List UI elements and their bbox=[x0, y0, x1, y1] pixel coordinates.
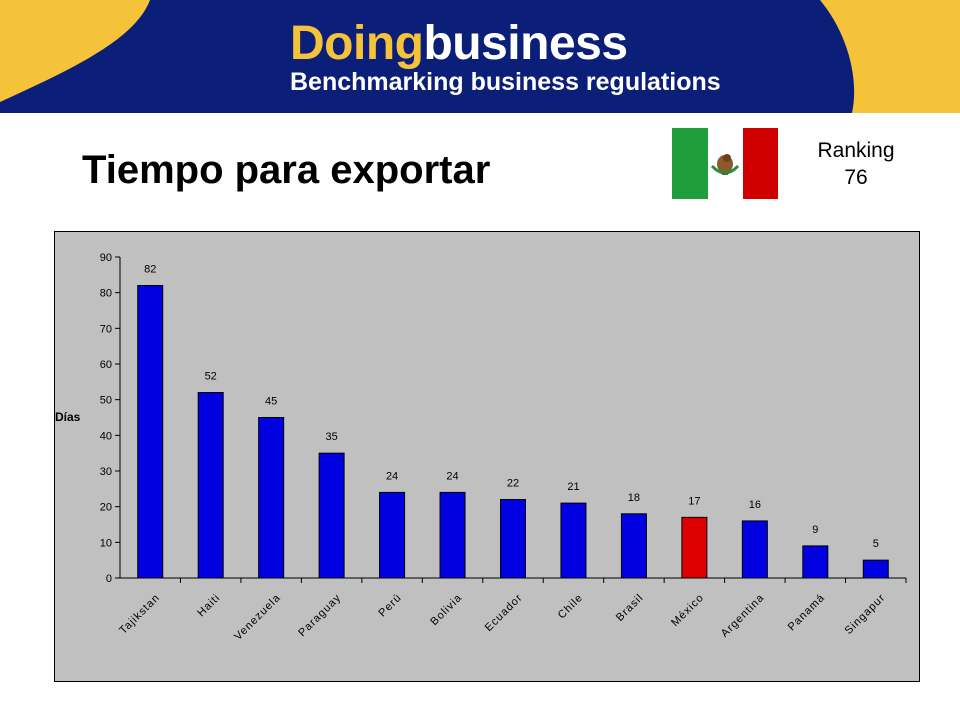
page-title: Tiempo para exportar bbox=[82, 148, 491, 192]
data-label: 24 bbox=[386, 470, 398, 482]
data-label: 18 bbox=[628, 492, 640, 504]
data-label: 22 bbox=[507, 478, 519, 490]
y-tick-label: 60 bbox=[100, 359, 112, 371]
y-tick-label: 80 bbox=[100, 288, 112, 300]
data-label: 24 bbox=[446, 470, 458, 482]
bar bbox=[197, 392, 224, 579]
y-tick-label: 0 bbox=[106, 573, 112, 585]
data-label: 5 bbox=[873, 538, 879, 550]
bar bbox=[741, 520, 768, 579]
brand-logo-doing: Doing bbox=[290, 17, 424, 70]
bar bbox=[681, 516, 708, 579]
data-label: 35 bbox=[325, 431, 337, 443]
header-banner: Doingbusiness Benchmarking business regu… bbox=[0, 0, 960, 113]
bar bbox=[500, 499, 526, 579]
bar bbox=[802, 545, 829, 579]
data-label: 17 bbox=[688, 495, 700, 507]
bar bbox=[620, 513, 647, 579]
data-label: 45 bbox=[265, 396, 277, 408]
data-label: 16 bbox=[749, 499, 761, 511]
y-tick-label: 50 bbox=[100, 395, 112, 407]
brand-tagline: Benchmarking business regulations bbox=[290, 68, 721, 96]
data-label: 21 bbox=[567, 481, 579, 493]
y-tick-label: 10 bbox=[100, 537, 112, 549]
chart-frame bbox=[54, 231, 920, 682]
bar bbox=[379, 491, 406, 579]
mexico-flag-icon bbox=[672, 128, 778, 199]
y-tick-label: 90 bbox=[100, 252, 112, 264]
y-tick-label: 30 bbox=[100, 466, 112, 478]
y-tick-label: 40 bbox=[100, 430, 112, 442]
bar bbox=[439, 491, 466, 579]
ranking-label: Ranking bbox=[817, 139, 895, 162]
bar bbox=[318, 452, 345, 579]
bar bbox=[862, 559, 889, 579]
brand-logo: Doingbusiness bbox=[290, 18, 628, 70]
bar bbox=[560, 502, 587, 579]
y-tick-label: 20 bbox=[100, 502, 112, 514]
banner-shape bbox=[0, 0, 855, 113]
brand-logo-business: business bbox=[423, 17, 628, 70]
data-label: 82 bbox=[144, 264, 156, 276]
y-axis-label: Días bbox=[55, 410, 81, 424]
ranking-value: 76 bbox=[844, 166, 868, 189]
y-tick-label: 70 bbox=[100, 323, 112, 335]
bar bbox=[258, 417, 285, 579]
data-label: 9 bbox=[812, 524, 818, 536]
ranking-box: Ranking 76 bbox=[800, 137, 912, 191]
bar bbox=[137, 285, 164, 579]
bar-chart: 0102030405060708090Días82Tajikstan52Hait… bbox=[54, 231, 920, 682]
data-label: 52 bbox=[205, 371, 217, 383]
